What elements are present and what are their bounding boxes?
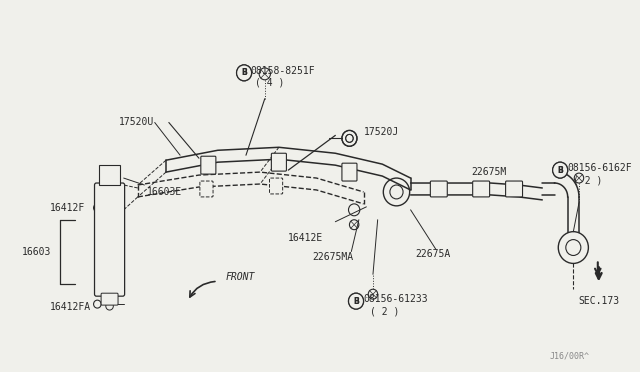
FancyBboxPatch shape	[342, 163, 357, 181]
Text: 16603E: 16603E	[147, 187, 182, 197]
Text: J16/00R^: J16/00R^	[549, 352, 589, 361]
Text: B: B	[557, 166, 563, 174]
Circle shape	[349, 293, 364, 309]
Text: B: B	[353, 296, 359, 306]
Circle shape	[237, 65, 252, 81]
Text: 22675A: 22675A	[415, 250, 451, 260]
Text: 17520J: 17520J	[364, 127, 399, 137]
Text: 08156-6162F: 08156-6162F	[568, 163, 632, 173]
Text: B: B	[241, 68, 247, 77]
FancyBboxPatch shape	[506, 181, 522, 197]
Text: 22675M: 22675M	[472, 167, 507, 177]
Text: 08156-61233: 08156-61233	[364, 294, 428, 304]
FancyBboxPatch shape	[430, 181, 447, 197]
Text: ( 2 ): ( 2 )	[370, 306, 399, 316]
Text: B: B	[353, 296, 359, 306]
Circle shape	[552, 162, 568, 178]
FancyBboxPatch shape	[201, 156, 216, 174]
FancyBboxPatch shape	[271, 153, 287, 171]
Text: B: B	[241, 68, 247, 77]
Text: ( 4 ): ( 4 )	[255, 78, 285, 88]
FancyBboxPatch shape	[95, 183, 125, 296]
Circle shape	[237, 65, 252, 81]
Circle shape	[349, 293, 364, 309]
Text: 16412E: 16412E	[288, 232, 324, 243]
Text: 16412FA: 16412FA	[51, 302, 92, 312]
FancyBboxPatch shape	[200, 181, 213, 197]
Text: FRONT: FRONT	[225, 272, 255, 282]
FancyBboxPatch shape	[269, 178, 283, 194]
Circle shape	[552, 162, 568, 178]
FancyBboxPatch shape	[99, 165, 120, 185]
Text: 16603: 16603	[22, 247, 51, 257]
FancyBboxPatch shape	[101, 293, 118, 305]
FancyBboxPatch shape	[473, 181, 490, 197]
Text: 22675MA: 22675MA	[312, 253, 353, 263]
Text: 17520U: 17520U	[118, 118, 154, 128]
Circle shape	[558, 232, 588, 263]
Text: B: B	[557, 166, 563, 174]
Text: 16412F: 16412F	[51, 203, 86, 213]
Text: ( 2 ): ( 2 )	[573, 175, 603, 185]
Text: SEC.173: SEC.173	[578, 296, 620, 306]
Text: 08158-8251F: 08158-8251F	[251, 66, 316, 76]
